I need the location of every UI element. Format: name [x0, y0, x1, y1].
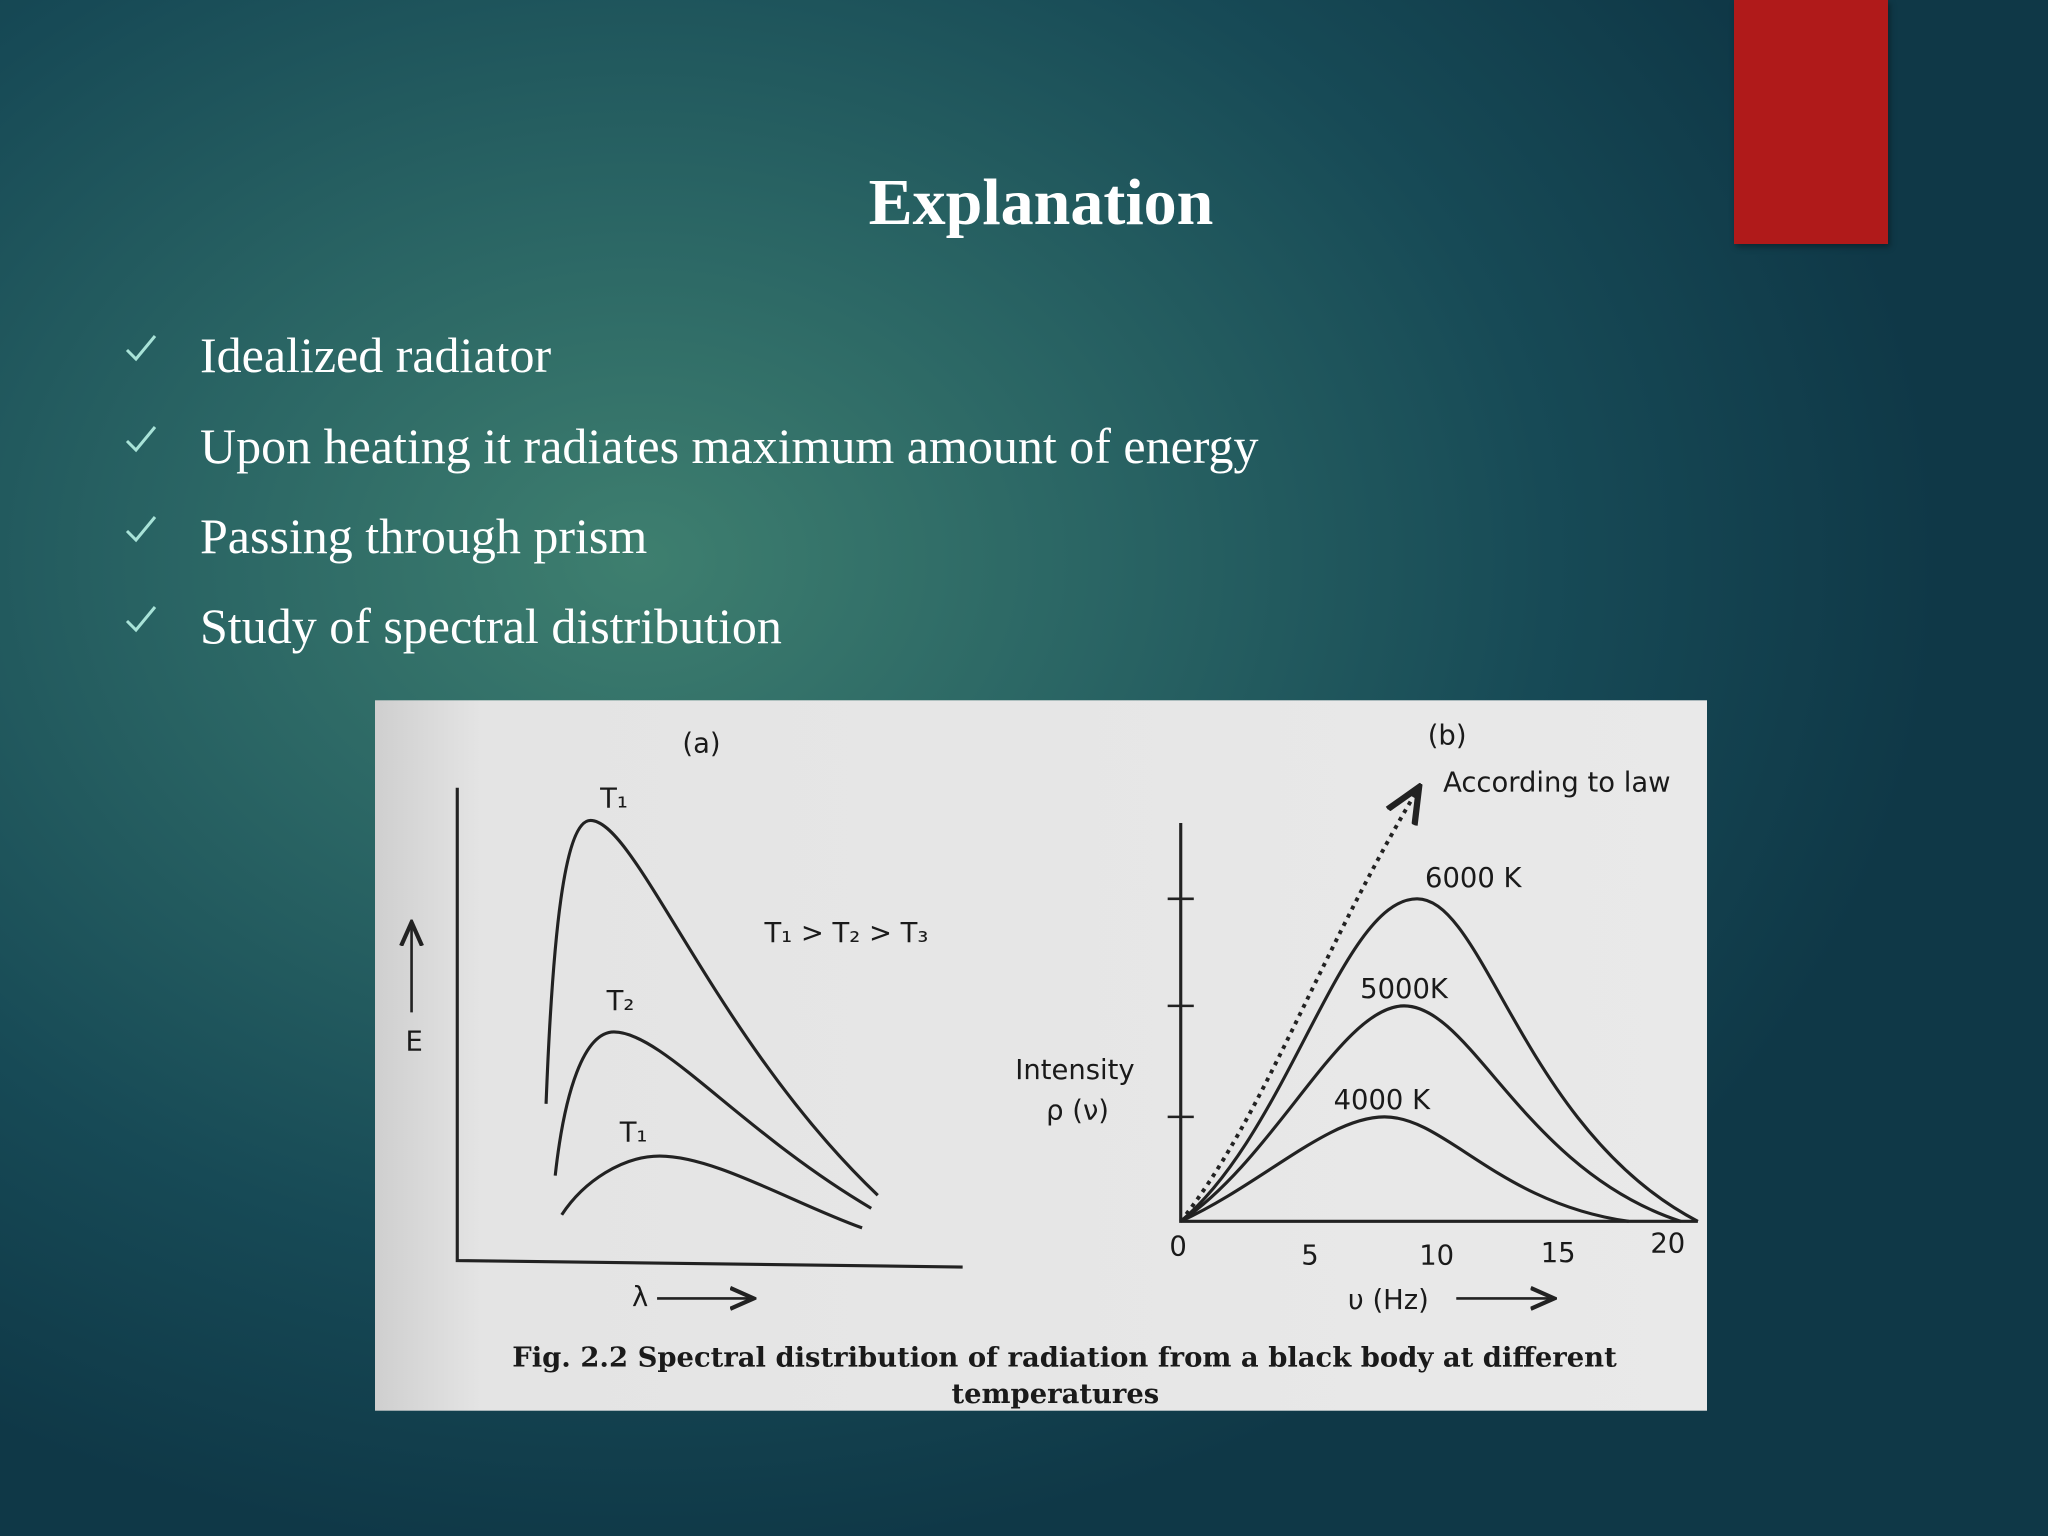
curve-t3 — [560, 1154, 863, 1230]
curve-t1 — [544, 818, 879, 1197]
figure: (a) T₁ T₁ > T₂ > T₃ T₂ T₁ E λ (b) Accord… — [375, 700, 1707, 1411]
relation-label: T₁ > T₂ > T₃ — [763, 918, 928, 949]
curve-label: 5000K — [1360, 974, 1449, 1005]
curve-label: T₁ — [599, 783, 628, 814]
check-icon — [125, 335, 157, 362]
curve-5000k — [1179, 1004, 1682, 1223]
curve-label: 4000 K — [1334, 1085, 1431, 1116]
axis-label: E — [406, 1026, 423, 1057]
axis-label: υ (Hz) — [1348, 1285, 1429, 1316]
curve-label: T₁ — [619, 1118, 648, 1149]
tick-label: 15 — [1541, 1238, 1576, 1269]
panel-label: (a) — [682, 729, 720, 760]
curve-label: According to law — [1443, 768, 1671, 799]
axis-label: λ — [632, 1282, 648, 1313]
bullet-text: Idealized radiator — [200, 327, 552, 383]
figure-caption: Fig. 2.2 Spectral distribution of radiat… — [512, 1341, 1617, 1373]
axis — [455, 787, 963, 1269]
curve-label: 6000 K — [1425, 863, 1522, 894]
curve-label: T₂ — [606, 986, 635, 1017]
figure-background — [375, 700, 1707, 1411]
axis-label: ρ (ν) — [1046, 1095, 1109, 1126]
figure-caption: temperatures — [951, 1378, 1159, 1410]
slide-title: Explanation — [868, 166, 1214, 239]
tick-label: 5 — [1301, 1240, 1318, 1271]
tick-label: 0 — [1169, 1231, 1186, 1262]
axis — [1179, 823, 1698, 1223]
tick-label: 20 — [1650, 1229, 1685, 1260]
check-icon — [125, 606, 157, 633]
accent-bar — [1734, 0, 1888, 244]
tick-label: 10 — [1419, 1240, 1454, 1271]
dotted-curve — [1179, 790, 1417, 1223]
axis-label: Intensity — [1015, 1055, 1134, 1086]
check-icon — [125, 516, 157, 543]
curve-t2 — [553, 1030, 873, 1210]
bullet-text: Upon heating it radiates maximum amount … — [200, 418, 1259, 474]
check-icon — [125, 426, 157, 453]
panel-label: (b) — [1428, 721, 1467, 752]
curve-6000k — [1179, 897, 1699, 1223]
bullet-text: Passing through prism — [200, 508, 648, 564]
bullet-text: Study of spectral distribution — [200, 598, 782, 654]
curve-4000k — [1180, 1115, 1629, 1223]
